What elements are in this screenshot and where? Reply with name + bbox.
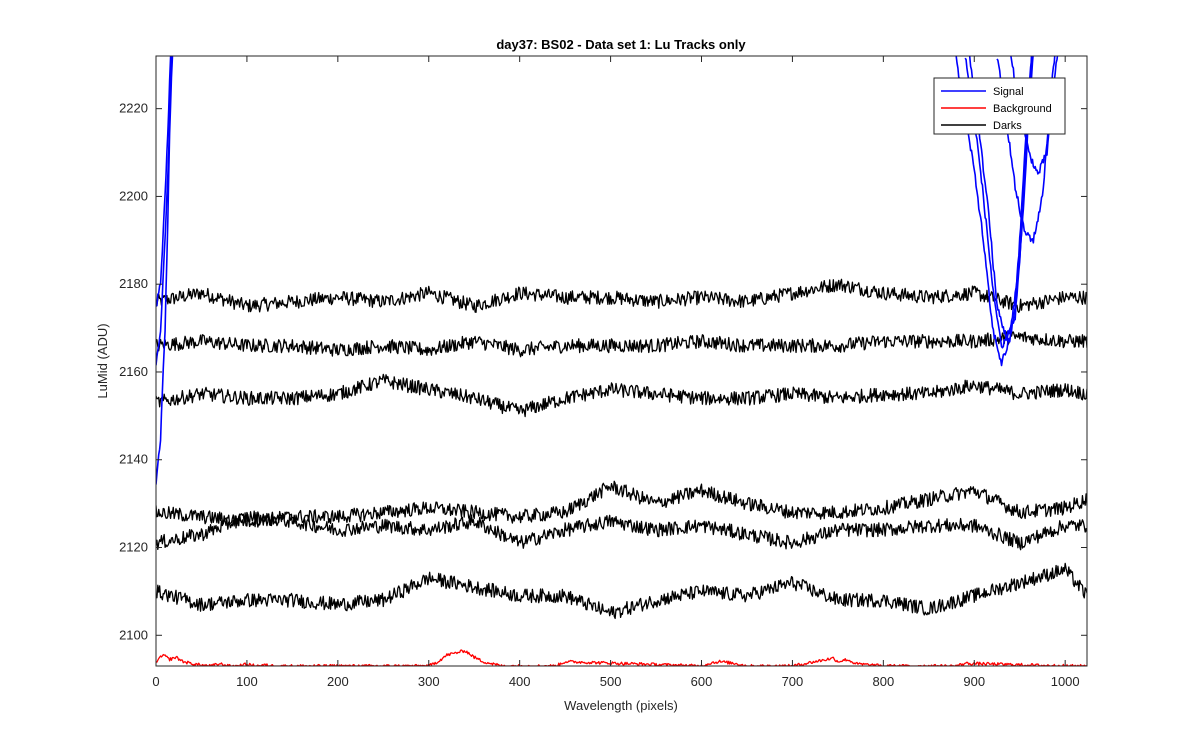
plot-area xyxy=(156,56,1087,666)
tick-layer: 0 100 200 300 400 500 600 700 800 900 1000 2100 2120… xyxy=(119,56,1087,689)
legend-label-darks: Darks xyxy=(993,120,1022,132)
y-tick-label-2100: 2100 xyxy=(119,627,148,642)
y-axis-label: LuMid (ADU) xyxy=(95,323,110,398)
x-tick-label-400: 400 xyxy=(509,674,531,689)
series-signal-8 xyxy=(156,56,173,366)
x-tick-label-100: 100 xyxy=(236,674,258,689)
legend-items: Signal Background Darks xyxy=(941,86,1052,132)
series-signal-12 xyxy=(964,56,1034,349)
y-tick-label-2140: 2140 xyxy=(119,452,148,467)
series-darks-2 xyxy=(156,373,1087,418)
x-tick-label-600: 600 xyxy=(691,674,713,689)
y-tick-label-2220: 2220 xyxy=(119,101,148,116)
chart-title: day37: BS02 - Data set 1: Lu Tracks only xyxy=(496,37,746,52)
series-signal-9 xyxy=(156,56,172,307)
x-tick-label-300: 300 xyxy=(418,674,440,689)
series-darks-0 xyxy=(156,278,1087,314)
x-tick-label-200: 200 xyxy=(327,674,349,689)
x-tick-label-900: 900 xyxy=(963,674,985,689)
legend-label-background: Background xyxy=(993,103,1052,115)
series-darks-1 xyxy=(156,330,1087,358)
series-layer xyxy=(156,56,1087,666)
series-darks-4 xyxy=(156,510,1087,551)
y-tick-label-2180: 2180 xyxy=(119,276,148,291)
x-tick-label-800: 800 xyxy=(872,674,894,689)
y-tick-label-2120: 2120 xyxy=(119,540,148,555)
y-tick-label-2200: 2200 xyxy=(119,188,148,203)
series-darks-3 xyxy=(156,480,1087,528)
legend: Signal Background Darks xyxy=(933,77,1066,135)
plot-frame xyxy=(155,55,1088,667)
x-tick-label-1000: 1000 xyxy=(1051,674,1080,689)
series-signal-10 xyxy=(955,56,1033,367)
x-tick-label-0: 0 xyxy=(152,674,159,689)
legend-label-signal: Signal xyxy=(993,86,1024,98)
x-tick-label-700: 700 xyxy=(782,674,804,689)
x-tick-label-500: 500 xyxy=(600,674,622,689)
series-darks-5 xyxy=(156,562,1087,620)
x-axis-label: Wavelength (pixels) xyxy=(564,698,678,713)
y-tick-label-2160: 2160 xyxy=(119,364,148,379)
